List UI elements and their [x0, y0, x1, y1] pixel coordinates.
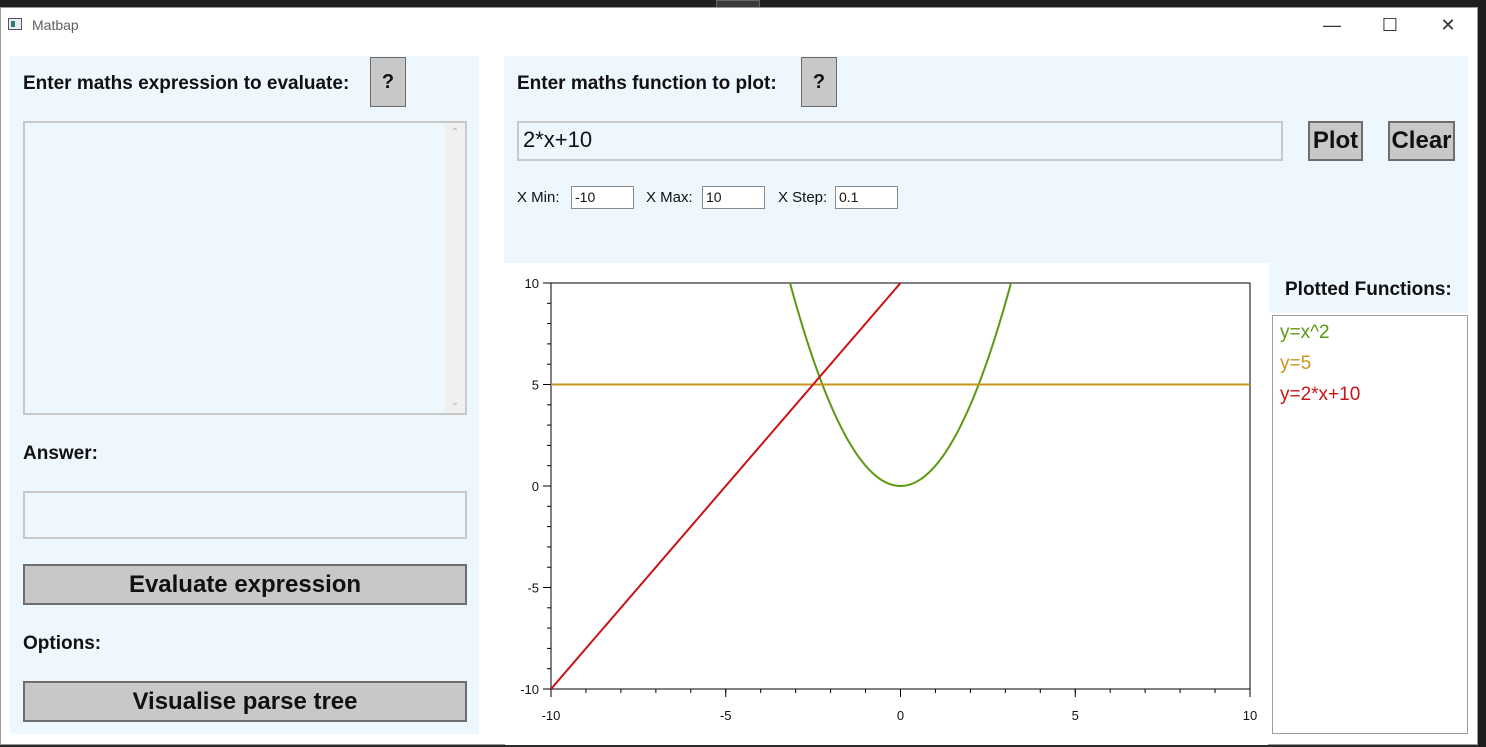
- scroll-down-icon[interactable]: ⌄: [450, 397, 460, 408]
- evaluate-button[interactable]: Evaluate expression: [23, 564, 467, 605]
- function-plot[interactable]: -10 -5 0 5 10 -10 -5 0 5 10: [505, 264, 1268, 745]
- scroll-up-icon[interactable]: ⌃: [450, 127, 460, 138]
- xstep-input[interactable]: 0.1: [835, 186, 898, 209]
- function-input[interactable]: 2*x+10: [517, 121, 1283, 161]
- x-tick-label: -5: [720, 708, 732, 723]
- visualise-parse-tree-button[interactable]: Visualise parse tree: [23, 681, 467, 722]
- plotted-functions-label: Plotted Functions:: [1285, 279, 1452, 300]
- plotted-functions-list[interactable]: y=x^2 y=5 y=2*x+10: [1272, 315, 1468, 734]
- y-tick-label: -5: [527, 581, 539, 596]
- y-tick-label: 5: [532, 378, 539, 393]
- answer-label: Answer:: [23, 443, 98, 464]
- maximize-icon[interactable]: ☐: [1381, 15, 1399, 35]
- plot-button[interactable]: Plot: [1308, 121, 1363, 161]
- evaluate-label: Enter maths expression to evaluate:: [23, 73, 350, 94]
- plotted-header-panel: [1269, 263, 1468, 313]
- plot-help-button[interactable]: ?: [801, 57, 837, 107]
- y-tick-label: 0: [532, 479, 539, 494]
- plotted-function-item[interactable]: y=2*x+10: [1280, 384, 1361, 405]
- x-tick-label: -10: [542, 708, 561, 723]
- x-tick-label: 0: [897, 708, 904, 723]
- xmax-input[interactable]: 10: [702, 186, 765, 209]
- app-window: Matbap — ☐ ✕ Enter maths expression to e…: [0, 7, 1478, 745]
- app-icon: [8, 18, 22, 30]
- plotted-function-item[interactable]: y=5: [1280, 353, 1312, 374]
- expression-text: [25, 123, 465, 131]
- close-icon[interactable]: ✕: [1440, 15, 1456, 35]
- xmin-input[interactable]: -10: [571, 186, 634, 209]
- xmin-label: X Min:: [517, 189, 560, 206]
- y-tick-label: -10: [520, 682, 539, 697]
- background-window-edge: [1478, 8, 1486, 747]
- xstep-label: X Step:: [778, 189, 828, 206]
- plot-area[interactable]: -10 -5 0 5 10 -10 -5 0 5 10: [505, 264, 1268, 745]
- minimize-icon[interactable]: —: [1323, 15, 1341, 35]
- answer-field[interactable]: [23, 491, 467, 539]
- options-label: Options:: [23, 633, 102, 654]
- clear-button[interactable]: Clear: [1388, 121, 1455, 161]
- series-line: [551, 283, 902, 689]
- evaluate-help-button[interactable]: ?: [370, 57, 406, 107]
- x-tick-label: 10: [1243, 708, 1257, 723]
- plotted-function-item[interactable]: y=x^2: [1280, 322, 1330, 343]
- plot-label: Enter maths function to plot:: [517, 73, 777, 94]
- y-tick-label: 10: [525, 276, 539, 291]
- title-bar[interactable]: Matbap — ☐ ✕: [1, 8, 1477, 42]
- expression-input[interactable]: ⌃ ⌄: [23, 121, 467, 415]
- xmax-label: X Max:: [646, 189, 693, 206]
- window-title: Matbap: [32, 17, 79, 33]
- x-tick-label: 5: [1072, 708, 1079, 723]
- expression-scrollbar[interactable]: ⌃ ⌄: [445, 123, 465, 413]
- series-line: [788, 283, 1013, 488]
